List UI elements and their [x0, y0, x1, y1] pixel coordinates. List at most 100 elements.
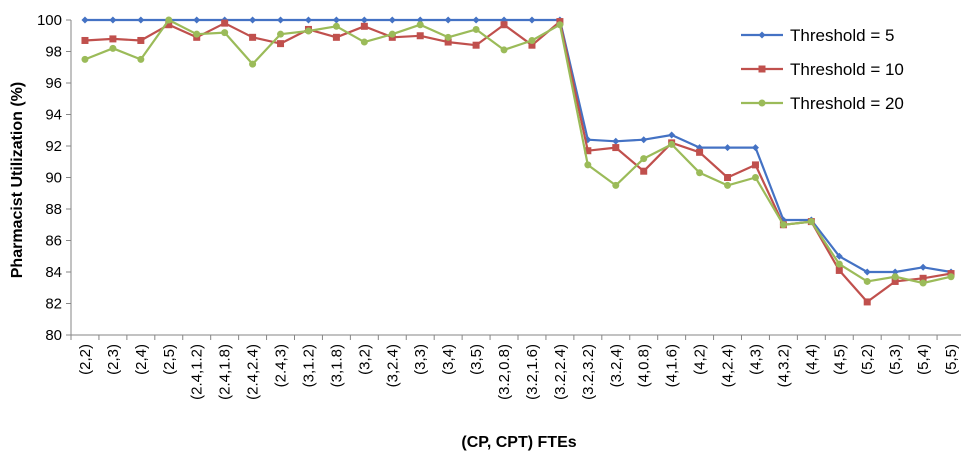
data-point	[696, 169, 704, 177]
data-point	[835, 252, 843, 260]
legend-label: Threshold = 20	[790, 94, 904, 113]
data-point	[779, 221, 787, 229]
y-tick-label: 94	[45, 107, 62, 124]
data-point	[165, 21, 173, 29]
x-tick-label: (2,5)	[161, 344, 178, 375]
data-point	[193, 16, 201, 24]
x-tick-label: (2.4,3)	[273, 344, 290, 387]
data-point	[640, 167, 648, 175]
x-tick-label: (3.2,4)	[608, 344, 625, 387]
data-point	[500, 21, 508, 29]
x-tick-label: (4,2.4)	[720, 344, 737, 387]
x-tick-label: (3.2,3.2)	[580, 344, 597, 400]
data-point	[221, 19, 229, 27]
data-point	[891, 273, 899, 281]
x-tick-label: (2.4,1.8)	[217, 344, 234, 400]
x-axis-title: (CP, CPT) FTEs	[461, 434, 576, 451]
data-point	[640, 155, 648, 163]
x-axis: (2,2) (2,3) (2,4) (2,5) (2.4,1.2) (2.4,1.8) (2…	[70, 334, 961, 400]
data-point	[304, 27, 312, 35]
legend: Threshold = 5 Threshold = 10 Threshold = 2…	[741, 26, 904, 113]
data-point	[724, 174, 732, 181]
data-point	[221, 29, 229, 37]
series-line	[85, 18, 952, 274]
data-point	[751, 174, 759, 181]
data-point	[416, 32, 424, 40]
data-point	[165, 16, 173, 24]
data-point	[751, 161, 759, 169]
data-point	[668, 140, 676, 148]
data-point	[109, 35, 117, 43]
data-point	[556, 21, 564, 29]
x-tick-label: (4,3)	[747, 344, 764, 375]
x-tick-label: (3.2,0.8)	[496, 344, 513, 400]
x-tick-label: (5,2)	[859, 344, 876, 375]
x-tick-label: (3.2,2.4)	[552, 344, 569, 400]
x-tick-label: (2,2)	[77, 344, 94, 375]
data-point	[416, 21, 424, 29]
data-point	[249, 16, 257, 24]
data-point	[724, 181, 732, 189]
x-tick-label: (4,3.2)	[775, 344, 792, 387]
y-axis-title: Pharmacist Utilization (%)	[9, 82, 26, 278]
data-point	[758, 99, 766, 107]
data-point	[444, 16, 452, 24]
data-point	[360, 38, 368, 46]
data-point	[472, 16, 480, 24]
legend-label: Threshold = 10	[790, 60, 904, 79]
x-tick-label: (3.2,1.6)	[524, 344, 541, 400]
data-point	[584, 147, 592, 155]
data-point	[137, 55, 145, 63]
data-point	[472, 41, 480, 49]
y-tick-label: 92	[45, 138, 62, 155]
x-tick-label: (4,5)	[831, 344, 848, 375]
data-point	[696, 148, 704, 156]
data-point	[304, 16, 312, 24]
series-line	[84, 18, 952, 285]
data-point	[835, 260, 843, 268]
data-point	[81, 16, 89, 24]
data-point	[472, 25, 480, 33]
data-point	[81, 36, 89, 44]
series-3	[81, 16, 955, 287]
data-point	[891, 277, 899, 285]
data-point	[388, 30, 396, 38]
data-point	[612, 137, 620, 145]
data-point	[277, 16, 285, 24]
data-point	[863, 298, 871, 306]
plot-area	[81, 16, 955, 306]
data-point	[612, 181, 620, 189]
x-tick-label: (3,1.8)	[328, 344, 345, 387]
x-tick-label: (2,3)	[105, 344, 122, 375]
legend-item: Threshold = 10	[741, 60, 904, 79]
x-tick-label: (2,4)	[133, 344, 150, 375]
x-tick-label: (3,2.4)	[384, 344, 401, 387]
data-point	[807, 218, 815, 226]
x-tick-label: (4,2)	[692, 344, 709, 375]
x-tick-label: (4,4)	[803, 344, 820, 375]
x-tick-label: (2.4,1.2)	[189, 344, 206, 400]
x-tick-label: (3,5)	[468, 344, 485, 375]
y-axis: 80 82 84 86 88 90 92 94 96 98 100	[37, 12, 72, 344]
y-tick-label: 98	[45, 44, 62, 61]
legend-item: Threshold = 20	[741, 94, 904, 113]
data-point	[919, 263, 927, 271]
data-point	[500, 46, 508, 54]
data-point	[947, 273, 955, 281]
data-point	[758, 31, 766, 39]
data-point	[751, 144, 759, 152]
y-tick-label: 90	[45, 170, 62, 187]
data-point	[332, 22, 340, 30]
data-point	[277, 30, 285, 38]
x-tick-label: (5,5)	[943, 344, 960, 375]
data-point	[332, 33, 340, 41]
data-point	[193, 30, 201, 38]
x-tick-label: (3,4)	[440, 344, 457, 375]
x-tick-label: (3,2)	[356, 344, 373, 375]
data-point	[863, 277, 871, 285]
data-point	[137, 36, 145, 44]
series-1	[81, 16, 955, 276]
y-tick-label: 96	[45, 75, 62, 92]
y-tick-label: 82	[45, 296, 62, 313]
